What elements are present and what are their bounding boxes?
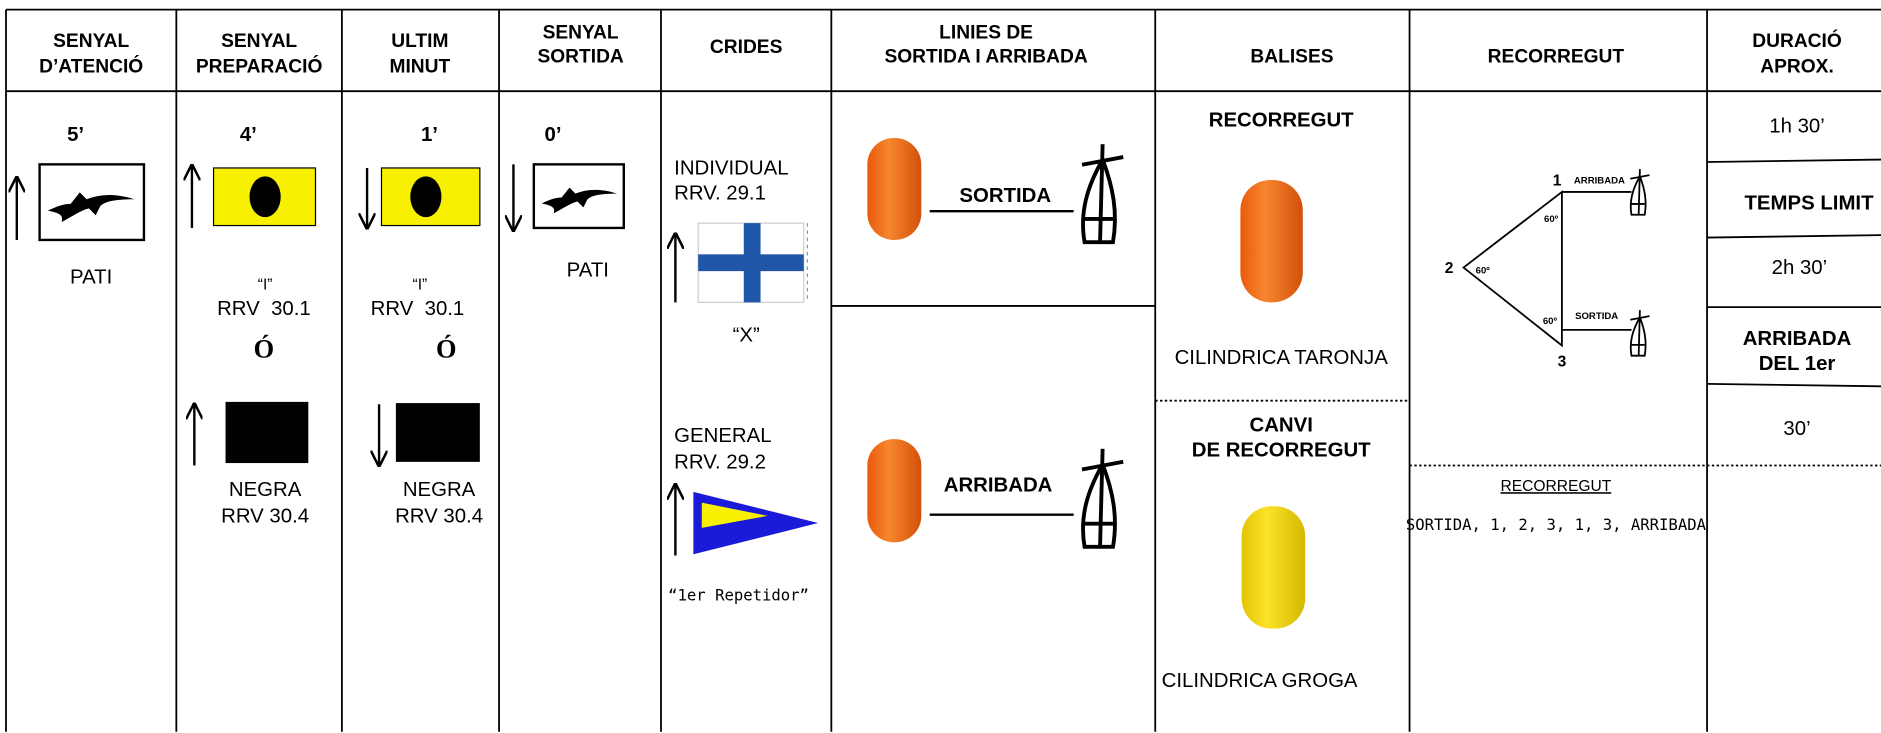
pati-flag xyxy=(17,163,146,242)
finish-line xyxy=(867,439,1123,547)
rule: RRV 30.1 xyxy=(217,298,311,320)
header-cell: SENYAL xyxy=(543,23,619,44)
course-node: 1 xyxy=(1553,172,1562,189)
flag-label: PATI xyxy=(70,267,112,289)
flag-label: “I” xyxy=(258,277,273,294)
start-line xyxy=(867,137,1123,242)
line-label: SORTIDA xyxy=(959,185,1051,207)
i-flag xyxy=(367,167,481,228)
recall-type: GENERAL xyxy=(674,425,771,447)
x-flag xyxy=(675,222,808,303)
mark-title: CANVI xyxy=(1249,414,1312,436)
header-cell: SENYAL xyxy=(53,31,129,52)
header-cell: SORTIDA I ARRIBADA xyxy=(884,47,1087,68)
pati-flag xyxy=(513,163,626,230)
rule: RRV. 29.1 xyxy=(674,183,766,205)
black-flag xyxy=(194,401,309,466)
i-flag xyxy=(192,166,317,228)
mark-label: CILINDRICA GROGA xyxy=(1162,670,1358,692)
angle: 60º xyxy=(1544,214,1559,225)
header-cell: BALISES xyxy=(1250,47,1333,68)
duration-title: DEL 1er xyxy=(1759,353,1836,375)
black-flag xyxy=(379,403,480,465)
course-title: RECORREGUT xyxy=(1501,478,1612,495)
flag-label: “I” xyxy=(413,277,428,294)
header-cell: ULTIM xyxy=(391,31,448,52)
flag-label: PATI xyxy=(567,260,609,282)
or: Ó xyxy=(436,334,457,364)
duration: 2h 30’ xyxy=(1772,257,1828,279)
header-cell: CRIDES xyxy=(710,37,783,58)
time: 5’ xyxy=(67,124,84,146)
course-sequence: SORTIDA, 1, 2, 3, 1, 3, ARRIBADA xyxy=(1406,516,1707,534)
mark-label: CILINDRICA TARONJA xyxy=(1175,347,1389,369)
mark-title: DE RECORREGUT xyxy=(1192,439,1371,461)
flag-label: “X” xyxy=(733,324,760,346)
header-cell: SENYAL xyxy=(221,31,297,52)
duration-title: ARRIBADA xyxy=(1743,328,1852,350)
time: 4’ xyxy=(240,124,257,146)
or: Ó xyxy=(254,334,275,364)
rule: RRV 30.4 xyxy=(395,505,483,527)
angle: 60º xyxy=(1476,266,1491,277)
duration: 1h 30’ xyxy=(1769,116,1825,138)
angle: 60º xyxy=(1543,316,1558,327)
header-cell: PREPARACIÓ xyxy=(196,55,323,77)
header-cell: MINUT xyxy=(389,56,450,77)
header-cell: LINIES DE xyxy=(939,23,1033,44)
flag-label: “1er Repetidor” xyxy=(668,587,809,605)
line-label: ARRIBADA xyxy=(944,474,1053,496)
rule: RRV 30.1 xyxy=(371,298,465,320)
header-cell: APROX. xyxy=(1760,56,1834,77)
rule: RRV. 29.2 xyxy=(674,451,766,473)
course-diagram xyxy=(1462,168,1651,357)
flag-label: NEGRA xyxy=(403,479,476,501)
mark-title: RECORREGUT xyxy=(1209,110,1354,132)
table-lines xyxy=(5,8,1881,732)
header-cell: RECORREGUT xyxy=(1488,47,1625,68)
flag-label: NEGRA xyxy=(229,479,302,501)
time: 1’ xyxy=(421,124,438,146)
recall-type: INDIVIDUAL xyxy=(674,158,788,180)
header-cell: D’ATENCIÓ xyxy=(39,55,143,77)
header-cell: SORTIDA xyxy=(537,47,623,68)
header-cell: DURACIÓ xyxy=(1752,30,1842,52)
time: 0’ xyxy=(545,124,562,146)
first-substitute-flag xyxy=(675,485,819,556)
course-node: 3 xyxy=(1558,353,1567,370)
orange-buoy xyxy=(1240,179,1303,303)
duration-title: TEMPS LIMIT xyxy=(1744,192,1874,214)
rule: RRV 30.4 xyxy=(221,505,309,527)
yellow-buoy xyxy=(1241,506,1306,629)
course-label: SORTIDA xyxy=(1575,311,1618,322)
duration: 30’ xyxy=(1783,418,1810,440)
course-node: 2 xyxy=(1445,260,1454,277)
course-label: ARRIBADA xyxy=(1574,176,1625,187)
header: SENYAL D’ATENCIÓ SENYAL PREPARACIÓ ULTIM… xyxy=(39,23,1842,78)
